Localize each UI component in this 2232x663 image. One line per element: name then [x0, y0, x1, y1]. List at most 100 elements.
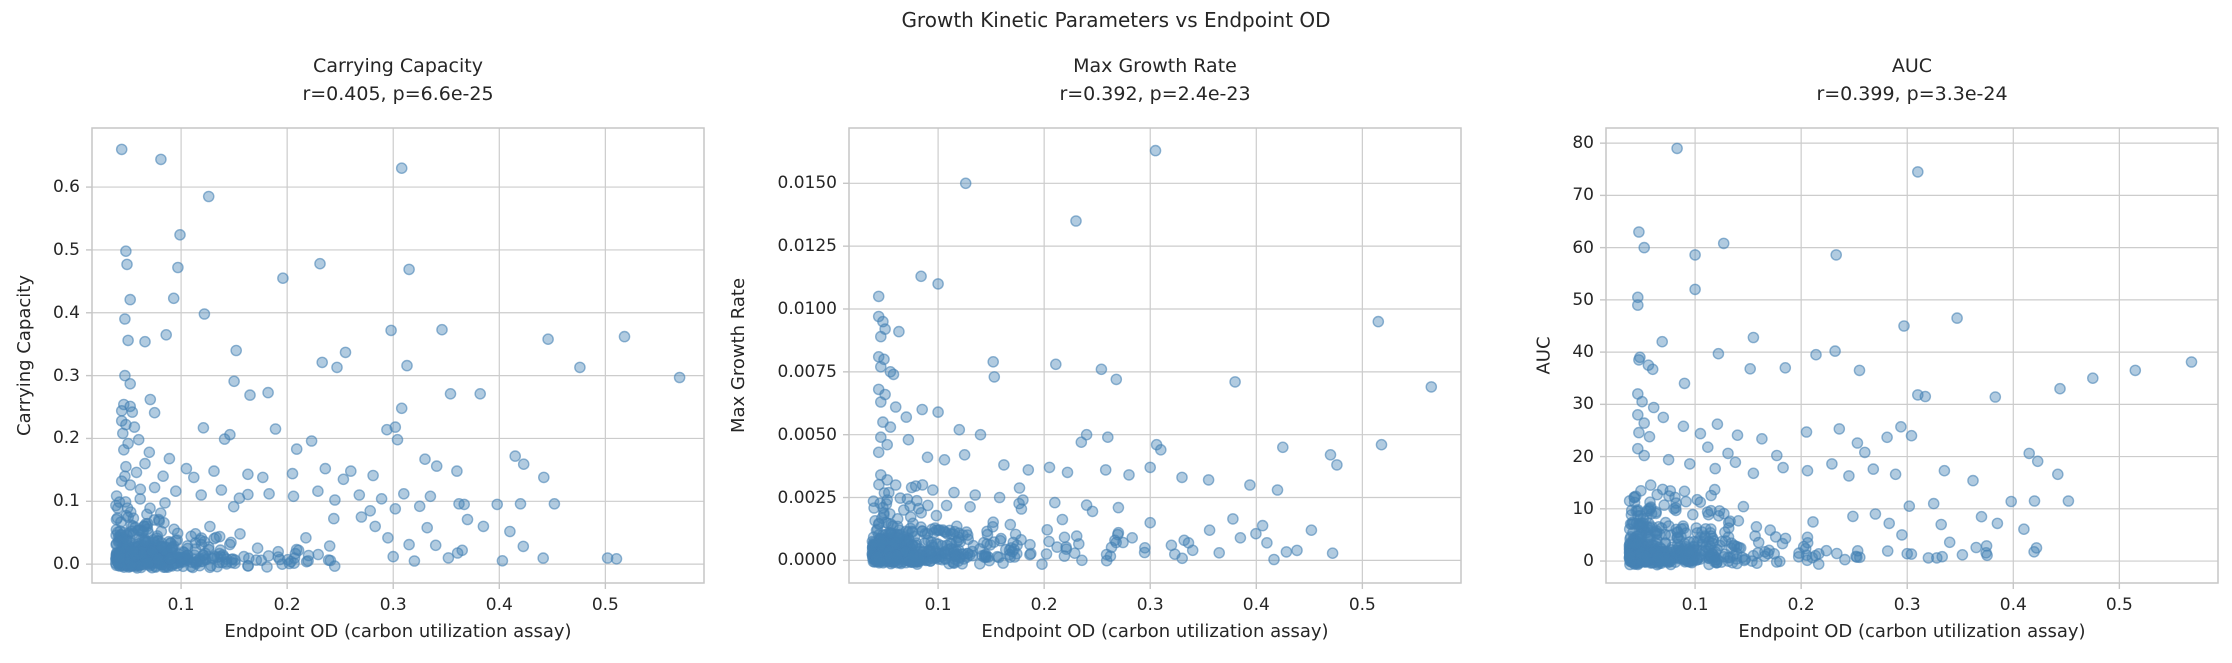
data-point: [1898, 320, 1910, 332]
data-point: [1779, 532, 1792, 545]
data-point: [1713, 505, 1726, 517]
data-point: [537, 471, 550, 484]
y-axis-label-max-growth-rate: Max Growth Rate: [728, 277, 750, 434]
data-point: [872, 290, 885, 303]
y-tick-label: 0.0150: [777, 173, 837, 194]
data-point: [877, 501, 889, 514]
data-point: [1203, 524, 1216, 537]
data-point: [319, 462, 332, 475]
data-point: [1889, 468, 1902, 481]
data-point: [1631, 504, 1644, 516]
data-point: [210, 531, 222, 544]
data-point: [1956, 548, 1969, 561]
data-point: [444, 387, 457, 400]
data-point: [881, 438, 894, 451]
data-point: [1829, 345, 1841, 357]
data-point: [1043, 535, 1055, 548]
data-point: [889, 401, 902, 413]
data-point: [167, 292, 180, 305]
x-tick-label: 0.1: [1681, 595, 1709, 615]
data-point: [1951, 312, 1963, 324]
data-point: [1095, 363, 1108, 376]
data-point: [1112, 526, 1125, 539]
data-point: [2062, 495, 2075, 507]
data-point: [1144, 461, 1157, 474]
data-point: [138, 535, 151, 548]
data-point: [1801, 531, 1814, 544]
data-point: [1070, 215, 1082, 227]
data-point: [269, 423, 282, 435]
data-point: [456, 544, 469, 557]
data-point: [119, 369, 131, 382]
data-point: [1234, 531, 1247, 544]
data-point: [884, 421, 897, 433]
data-point: [992, 551, 1005, 564]
data-point: [1070, 530, 1083, 542]
data-point: [189, 527, 202, 540]
data-point: [1683, 546, 1695, 559]
grid-lines: [1606, 128, 2218, 583]
data-point: [998, 459, 1010, 471]
data-point: [1705, 489, 1717, 502]
data-point: [172, 548, 185, 560]
y-tick-label: 20: [1572, 446, 1594, 467]
data-point: [1331, 459, 1343, 471]
data-point: [1943, 536, 1956, 549]
data-point: [287, 490, 300, 503]
x-tick-label: 0.4: [1242, 595, 1270, 615]
data-point: [509, 450, 522, 462]
tick-marks: [843, 182, 1364, 589]
data-point: [908, 530, 921, 543]
data-point: [1826, 458, 1838, 470]
data-point: [1769, 531, 1782, 543]
data-point: [1851, 437, 1864, 449]
data-point: [1244, 479, 1256, 491]
data-point: [122, 334, 134, 347]
data-point: [290, 543, 303, 556]
data-point: [120, 245, 132, 257]
plot-area-carrying-capacity: [86, 127, 705, 589]
data-point: [1144, 516, 1157, 529]
data-point: [2031, 455, 2044, 468]
data-point: [1250, 527, 1262, 540]
data-point: [215, 484, 228, 496]
data-point: [197, 421, 210, 434]
data-point: [893, 325, 905, 338]
data-point: [1176, 471, 1188, 484]
y-tick-label: 50: [1572, 289, 1594, 310]
y-tick-label: 0.0125: [777, 236, 837, 257]
data-point: [324, 554, 337, 567]
data-point: [1746, 555, 1758, 567]
data-point: [300, 531, 312, 544]
data-point: [305, 435, 318, 447]
data-point: [1750, 520, 1763, 533]
data-point: [1744, 362, 1756, 375]
data-point: [290, 443, 303, 455]
data-point: [119, 313, 131, 325]
data-point: [1058, 550, 1071, 562]
scatter-points: [109, 143, 686, 574]
data-point: [1068, 547, 1081, 560]
data-point: [344, 465, 357, 477]
x-axis-label-endpoint-od-1: Endpoint OD (carbon utilization assay): [224, 621, 572, 642]
data-point: [1659, 528, 1672, 541]
data-point: [1375, 438, 1388, 451]
data-point: [1049, 358, 1062, 371]
data-point: [938, 545, 950, 558]
data-point: [537, 552, 550, 564]
x-axis-label-endpoint-od-2: Endpoint OD (carbon utilization assay): [981, 621, 1329, 642]
data-point: [1807, 516, 1819, 528]
data-point: [224, 428, 236, 441]
data-point: [1938, 464, 1951, 477]
data-point: [932, 406, 944, 418]
data-point: [403, 538, 415, 551]
data-point: [874, 555, 887, 568]
data-point: [413, 500, 426, 513]
data-point: [121, 502, 134, 514]
data-point: [442, 552, 455, 564]
y-tick-label: 0.5: [52, 239, 80, 260]
data-point: [1903, 500, 1916, 513]
y-tick-label: 0.0100: [777, 298, 837, 319]
data-point: [155, 153, 167, 166]
x-tick-label: 0.5: [1348, 595, 1376, 615]
